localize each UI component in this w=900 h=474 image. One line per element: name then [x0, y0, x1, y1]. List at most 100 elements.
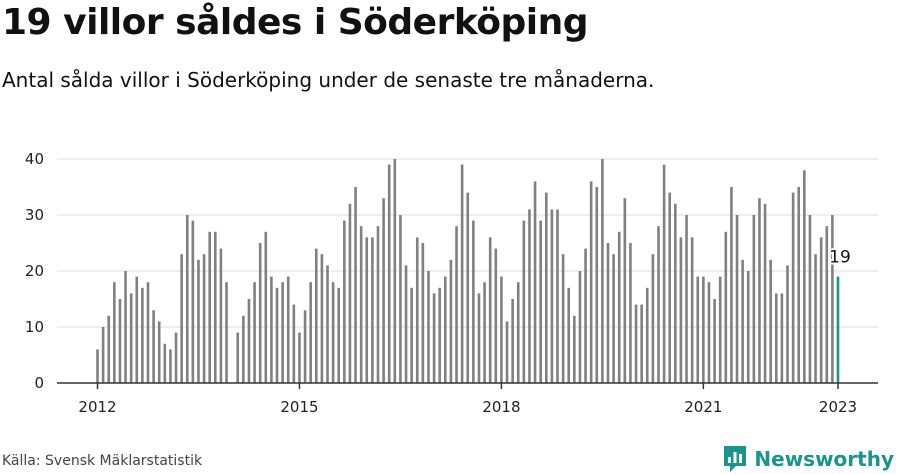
bar	[825, 226, 829, 383]
bar	[393, 159, 397, 383]
bar	[791, 192, 795, 383]
bar	[169, 349, 172, 383]
bar	[309, 282, 312, 383]
bar	[348, 203, 352, 383]
bar	[292, 304, 296, 383]
bar	[354, 187, 357, 383]
bar	[629, 243, 632, 383]
bar	[831, 215, 834, 383]
x-tick-label: 2018	[482, 398, 520, 416]
bar	[208, 231, 211, 383]
bar	[163, 343, 167, 383]
bar	[528, 209, 531, 383]
bar	[819, 237, 823, 383]
bar	[797, 187, 801, 383]
bar	[623, 198, 627, 383]
bar	[696, 276, 700, 383]
bar	[472, 220, 475, 383]
bar	[522, 220, 526, 383]
bar	[752, 215, 756, 383]
y-tick-label: 30	[25, 206, 44, 224]
highlight-value-label: 19	[829, 248, 851, 268]
bar	[735, 215, 739, 383]
bar	[550, 209, 554, 383]
bar	[197, 259, 200, 383]
bar	[455, 226, 458, 383]
bar	[617, 231, 621, 383]
bar	[118, 299, 122, 383]
bar	[286, 276, 290, 383]
bar	[264, 231, 268, 383]
bar	[247, 299, 251, 383]
bar	[651, 254, 655, 383]
bar	[337, 287, 341, 383]
bar	[505, 321, 509, 383]
bar	[107, 315, 111, 383]
bar	[763, 203, 767, 383]
x-tick-label: 2015	[280, 398, 318, 416]
bar	[320, 254, 324, 383]
bar	[612, 254, 615, 383]
bar	[432, 293, 436, 383]
bar	[657, 226, 660, 383]
bar	[236, 332, 240, 383]
bar	[331, 282, 335, 383]
bar	[606, 243, 610, 383]
brand-logo: Newsworthy	[722, 444, 894, 474]
bar	[387, 164, 391, 383]
bar	[488, 237, 492, 383]
bar	[129, 293, 133, 383]
bar	[141, 287, 144, 383]
bar	[769, 259, 772, 383]
bar	[601, 159, 604, 383]
bar	[640, 304, 643, 383]
bar	[746, 271, 750, 383]
bar	[460, 164, 464, 383]
bar	[707, 282, 711, 383]
bar	[253, 282, 256, 383]
y-tick-label: 0	[34, 374, 44, 392]
bar	[135, 276, 139, 383]
bar	[730, 187, 733, 383]
y-tick-label: 40	[25, 150, 44, 168]
bar	[258, 243, 262, 383]
bar	[516, 282, 520, 383]
bar	[634, 304, 638, 383]
bar	[500, 276, 503, 383]
bar	[438, 287, 442, 383]
bar	[174, 332, 178, 383]
bar	[427, 271, 430, 383]
bar	[679, 237, 683, 383]
bar	[814, 254, 817, 383]
bar	[124, 271, 127, 383]
bar	[786, 265, 789, 383]
bar	[101, 327, 105, 383]
source-note: Källa: Svensk Mäklarstatistik	[2, 453, 203, 469]
bar	[157, 321, 161, 383]
x-tick-label: 2023	[819, 398, 857, 416]
bar	[774, 293, 778, 383]
bar	[561, 254, 565, 383]
highlight-bar	[836, 276, 840, 383]
bar	[382, 198, 385, 383]
bar	[449, 259, 453, 383]
bar	[270, 276, 273, 383]
bar	[191, 220, 195, 383]
bar	[595, 187, 599, 383]
bar	[741, 259, 744, 383]
bar	[685, 215, 688, 383]
bar	[477, 293, 481, 383]
newsworthy-logo-icon	[724, 446, 747, 472]
y-tick-label: 20	[25, 262, 44, 280]
bar	[359, 226, 363, 383]
bar	[225, 282, 228, 383]
bar	[152, 310, 155, 383]
bar	[242, 315, 245, 383]
bar	[758, 198, 761, 383]
bar	[281, 282, 284, 383]
y-tick-label: 10	[25, 318, 44, 336]
bar	[415, 237, 419, 383]
page-title: 19 villor såldes i Söderköping	[2, 2, 589, 43]
bar	[202, 254, 206, 383]
bar	[578, 271, 582, 383]
